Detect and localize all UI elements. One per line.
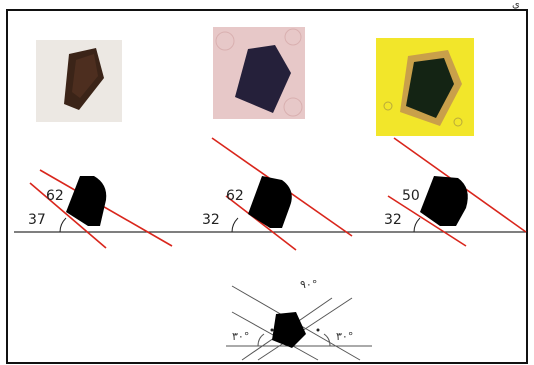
diagram-3-bottom-angle: 32 [384,212,402,228]
diagram-2-crystal [248,176,292,228]
diagram-1-bottom-angle: 37 [28,212,46,228]
ideal-right-angle-label: ۳۰° [336,330,353,343]
ideal-diagram: ۹۰° ۳۰° ۳۰° [226,278,372,361]
ideal-left-arc [257,333,265,347]
diagram-2-angle-arc [231,217,239,233]
diagram-1-line-lower [29,182,107,249]
diagram-2-line-lower [225,195,297,251]
diagram-3-crystal [420,176,468,226]
top-edge-glyph: ي [512,0,520,10]
crystal-photo-1 [36,40,122,122]
ideal-right-arc [323,333,331,347]
crystal-photo-2-graphic [215,28,303,117]
crystal-photo-3 [376,38,474,136]
diagram-1-crystal [66,176,107,226]
ideal-crystal [272,312,306,348]
diagram-3-angle-arc [413,217,421,233]
diagram-1-angle-arc [59,217,67,233]
ideal-line-2 [257,297,353,361]
crystal-photo-1-graphic [64,48,104,110]
ideal-left-angle-label: ۳۰° [232,330,249,343]
diagram-3-line-lower [387,195,467,247]
diagram-2-bottom-angle: 32 [202,212,220,228]
crystal-photo-2 [213,27,305,119]
crystal-photo-3-graphic [383,50,463,127]
diagram-1-top-angle: 62 [46,188,64,204]
diagram-2-top-angle: 62 [226,188,244,204]
ideal-top-angle-label: ۹۰° [300,278,317,291]
diagram-1-line-upper [39,169,173,247]
diagram-3-top-angle: 50 [402,188,420,204]
